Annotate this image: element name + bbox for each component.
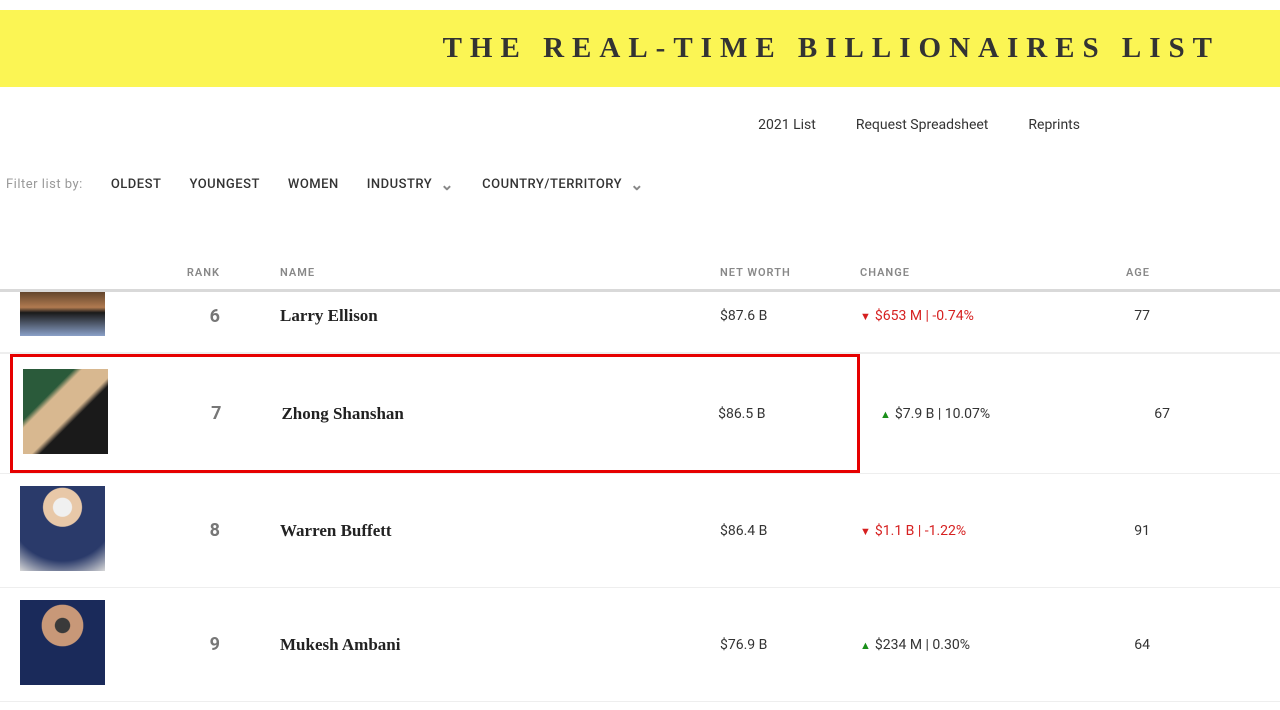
- table-row[interactable]: 9Mukesh Ambani$76.9 B▲ $234 M | 0.30% 64: [0, 588, 1280, 702]
- name-cell: Mukesh Ambani: [240, 635, 720, 655]
- change-cell: ▼ $653 M | -0.74%: [860, 308, 1090, 324]
- rank-cell: 6: [140, 306, 240, 327]
- nav-2021-list[interactable]: 2021 List: [758, 117, 816, 133]
- chevron-down-icon: ⌄: [440, 175, 454, 194]
- col-rank-header: RANK: [140, 266, 240, 279]
- table-row[interactable]: 6Larry Ellison$87.6 B▼ $653 M | -0.74% 77: [0, 292, 1280, 353]
- col-change-header: CHANGE: [860, 266, 1090, 279]
- change-cell: ▼ $1.1 B | -1.22%: [860, 523, 1090, 539]
- table-header: RANK NAME NET WORTH CHANGE AGE: [0, 256, 1280, 292]
- change-cell: ▲ $234 M | 0.30%: [860, 637, 1090, 653]
- billionaires-table: RANK NAME NET WORTH CHANGE AGE 6Larry El…: [0, 256, 1280, 702]
- name-cell: Zhong Shanshan: [241, 404, 718, 424]
- rank-cell: 7: [142, 403, 241, 424]
- avatar: [20, 292, 105, 336]
- avatar: [20, 486, 105, 571]
- rank-cell: 9: [140, 634, 240, 655]
- rank-cell: 8: [140, 520, 240, 541]
- name-cell: Warren Buffett: [240, 521, 720, 541]
- net-worth-cell: $86.5 B: [718, 406, 857, 422]
- net-worth-cell: $86.4 B: [720, 523, 860, 539]
- filter-bar: Filter list by: OLDEST YOUNGEST WOMEN IN…: [0, 163, 1280, 206]
- change-text: $7.9 B | 10.07%: [895, 406, 990, 422]
- change-text: $234 M | 0.30%: [875, 637, 970, 653]
- photo-cell: [20, 600, 140, 689]
- filter-youngest[interactable]: YOUNGEST: [189, 177, 259, 192]
- filter-industry-dropdown[interactable]: INDUSTRY ⌄: [367, 175, 454, 194]
- avatar: [23, 369, 108, 454]
- table-row[interactable]: 8Warren Buffett$86.4 B▼ $1.1 B | -1.22% 91: [0, 474, 1280, 588]
- avatar: [20, 600, 105, 685]
- arrow-down-icon: ▼: [860, 525, 871, 538]
- col-age-header: AGE: [1090, 266, 1180, 279]
- filter-country-label: COUNTRY/TERRITORY: [482, 177, 622, 192]
- age-cell: 77: [1090, 308, 1180, 324]
- arrow-up-icon: ▲: [880, 408, 891, 421]
- change-cell: ▲ $7.9 B | 10.07%: [880, 406, 1110, 422]
- chevron-down-icon: ⌄: [630, 175, 644, 194]
- photo-cell: [20, 292, 140, 340]
- filter-label: Filter list by:: [6, 177, 83, 192]
- name-cell: Larry Ellison: [240, 306, 720, 326]
- age-cell: 64: [1090, 637, 1180, 653]
- highlight-box: 7Zhong Shanshan$86.5 B: [10, 354, 860, 473]
- top-nav: 2021 List Request Spreadsheet Reprints: [0, 87, 1280, 163]
- page-title: THE REAL-TIME BILLIONAIRES LIST: [0, 32, 1220, 65]
- filter-country-dropdown[interactable]: COUNTRY/TERRITORY ⌄: [482, 175, 644, 194]
- arrow-up-icon: ▲: [860, 639, 871, 652]
- photo-cell: [23, 369, 142, 458]
- net-worth-cell: $87.6 B: [720, 308, 860, 324]
- change-text: $1.1 B | -1.22%: [875, 523, 966, 539]
- table-body: 6Larry Ellison$87.6 B▼$653 M | -0.74%777…: [0, 292, 1280, 702]
- col-name-header: NAME: [240, 266, 720, 279]
- age-cell: 67: [1110, 406, 1200, 422]
- table-row[interactable]: 7Zhong Shanshan$86.5 B ▲ $7.9 B | 10.07% 67: [0, 353, 1280, 474]
- filter-oldest[interactable]: OLDEST: [111, 177, 162, 192]
- arrow-down-icon: ▼: [860, 310, 871, 323]
- photo-cell: [20, 486, 140, 575]
- age-cell: 91: [1090, 523, 1180, 539]
- filter-women[interactable]: WOMEN: [288, 177, 339, 192]
- nav-request-spreadsheet[interactable]: Request Spreadsheet: [856, 117, 989, 133]
- change-text: $653 M | -0.74%: [875, 308, 974, 324]
- banner: THE REAL-TIME BILLIONAIRES LIST: [0, 10, 1280, 87]
- nav-reprints[interactable]: Reprints: [1028, 117, 1080, 133]
- net-worth-cell: $76.9 B: [720, 637, 860, 653]
- col-worth-header: NET WORTH: [720, 266, 860, 279]
- filter-industry-label: INDUSTRY: [367, 177, 433, 192]
